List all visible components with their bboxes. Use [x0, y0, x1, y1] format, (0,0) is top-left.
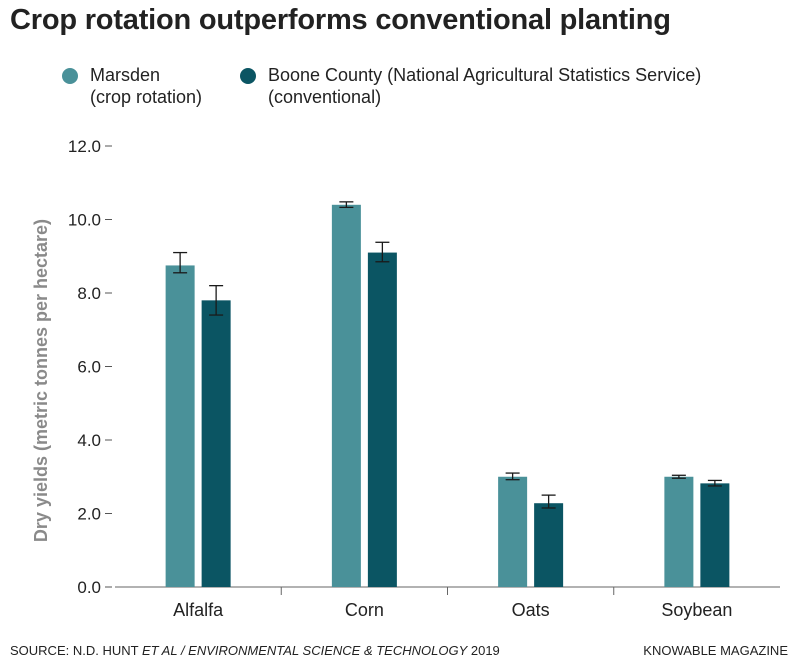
x-tick-label: Alfalfa — [173, 600, 224, 620]
bar-boone-corn — [367, 252, 397, 587]
error-bar-marsden-alfalfa — [173, 251, 188, 274]
legend-label-marsden: Marsden (crop rotation) — [90, 65, 203, 107]
legend-label-boone: Boone County (National Agricultural Stat… — [268, 65, 702, 107]
error-bar-marsden-soybean — [671, 474, 686, 479]
y-tick-label: 8.0 — [77, 284, 101, 303]
error-bar-marsden-corn — [339, 201, 354, 209]
bar-marsden-soybean — [664, 476, 694, 587]
error-bar-boone-alfalfa — [209, 284, 224, 316]
bar-chart: 0.0 2.0 4.0 6.0 8.0 10.0 12.0 Dry yields (metri… — [31, 137, 780, 620]
y-tick-label: 10.0 — [68, 211, 101, 230]
y-axis-label: Dry yields (metric tonnes per hectare) — [31, 219, 51, 542]
error-bar-boone-soybean — [707, 479, 722, 487]
error-bar-boone-corn — [375, 241, 390, 263]
y-tick-label: 4.0 — [77, 431, 101, 450]
legend-swatch-marsden — [62, 68, 78, 84]
bar-boone-oats — [534, 503, 564, 587]
y-tick-label: 12.0 — [68, 137, 101, 156]
x-tick-label: Oats — [512, 600, 550, 620]
bar-marsden-oats — [498, 476, 528, 587]
y-tick-label: 2.0 — [77, 505, 101, 524]
y-tick-label: 0.0 — [77, 578, 101, 597]
legend-swatch-boone — [240, 68, 256, 84]
x-tick-label: Corn — [345, 600, 384, 620]
publisher-credit: KNOWABLE MAGAZINE — [643, 643, 788, 658]
y-tick-label: 6.0 — [77, 358, 101, 377]
bar-marsden-alfalfa — [165, 265, 195, 587]
error-bar-marsden-oats — [505, 472, 520, 481]
error-bar-boone-oats — [541, 494, 556, 509]
chart-title: Crop rotation outperforms conventional p… — [10, 4, 671, 36]
bar-boone-alfalfa — [201, 300, 231, 587]
source-note: SOURCE: N.D. HUNT ET AL / ENVIRONMENTAL … — [10, 643, 500, 658]
bar-boone-soybean — [700, 483, 730, 587]
bar-marsden-corn — [331, 204, 361, 588]
x-tick-label: Soybean — [661, 600, 732, 620]
